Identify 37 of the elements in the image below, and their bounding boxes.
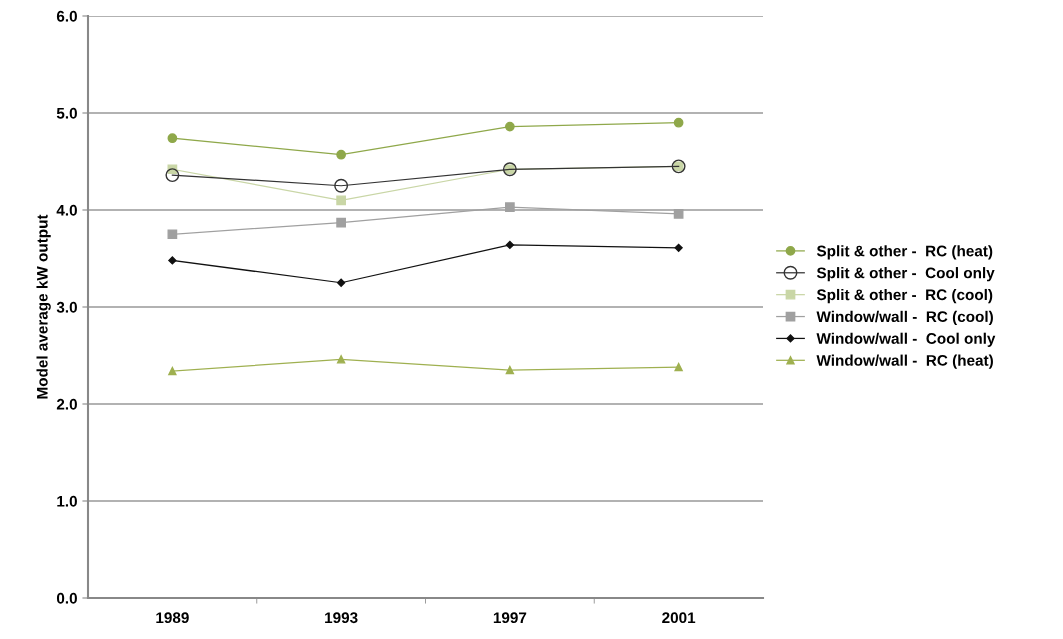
point [505, 121, 515, 132]
point [336, 195, 346, 206]
point [674, 362, 683, 372]
point [673, 209, 684, 219]
point [167, 229, 178, 240]
point [336, 217, 346, 228]
y-tick-label: 4.0 [56, 204, 77, 216]
y-tick-label: 2.0 [56, 398, 77, 410]
point [168, 256, 177, 265]
legend-label: Split & other - RC (heat) [816, 245, 993, 260]
point [336, 278, 346, 287]
y-axis-title: Model average kW output [36, 214, 51, 399]
point [168, 366, 177, 376]
x-tick-label: 1989 [156, 612, 189, 624]
y-tick-label: 6.0 [56, 10, 77, 22]
y-tick-label: 3.0 [56, 301, 77, 313]
point [167, 133, 178, 144]
point [505, 240, 515, 250]
legend-label: Window/wall - RC (cool) [816, 310, 993, 326]
point [674, 243, 683, 252]
y-tick-label: 5.0 [56, 107, 77, 119]
x-tick-label: 1993 [325, 612, 358, 624]
x-tick-label: 1997 [493, 612, 527, 624]
y-tick-label: 0.0 [56, 592, 77, 604]
legend-label: Window/wall - Cool only [816, 332, 996, 347]
y-tick-label: 1.0 [57, 495, 77, 507]
point [505, 202, 515, 212]
point [334, 178, 349, 193]
point [165, 168, 180, 183]
point [336, 355, 346, 364]
point [673, 117, 684, 128]
legend-label: Window/wall - RC (heat) [816, 354, 993, 369]
legend-label: Split & other - RC (cool) [816, 288, 993, 304]
legend-label: Split & other - Cool only [816, 267, 995, 282]
point [336, 149, 346, 160]
x-tick-label: 2001 [662, 612, 696, 624]
point [505, 365, 515, 375]
